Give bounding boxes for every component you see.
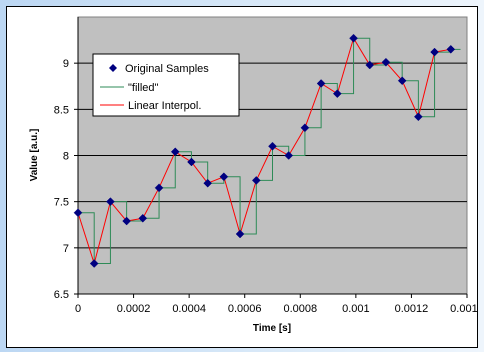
legend-marker-original-samples — [109, 64, 117, 72]
sample-marker — [332, 89, 342, 98]
sample-marker — [203, 178, 213, 188]
x-tick-label: 0.001 — [342, 303, 370, 315]
y-tick-label: 8 — [63, 151, 69, 163]
y-tick-label: 7.5 — [54, 197, 69, 209]
legend-label-filled: "filled" — [128, 82, 159, 94]
sample-marker — [268, 141, 277, 151]
sample-marker — [446, 44, 456, 54]
legend: Original Samples "filled" Linear Interpo… — [92, 53, 240, 117]
y-tick-label: 6.5 — [54, 289, 69, 301]
legend-box — [92, 53, 240, 117]
sample-marker — [300, 123, 310, 133]
x-tick-label: 0 — [75, 303, 81, 315]
sample-marker — [381, 57, 391, 67]
sample-marker — [187, 157, 196, 167]
sample-marker — [414, 112, 423, 122]
legend-label-linear-interpol: Linear Interpol. — [128, 100, 201, 112]
x-tick-label: 0.0002 — [117, 303, 151, 315]
y-tick-label: 9 — [63, 58, 69, 70]
sample-marker — [235, 229, 245, 239]
x-tick-label: 0.0008 — [283, 303, 317, 315]
chart-frame: 6.5 7 7.5 8 8.5 9 0 0.0002 0.0004 0.0006 0.0008 0.… — [6, 6, 478, 348]
sample-marker — [122, 216, 131, 226]
sample-marker — [219, 172, 229, 182]
x-axis-title: Time [s] — [253, 323, 291, 334]
x-tick-labels: 0 0.0002 0.0004 0.0006 0.0008 0.001 0.0012 0.00… — [75, 303, 477, 315]
sample-marker — [316, 79, 326, 88]
y-tick-label: 7 — [63, 243, 69, 255]
y-tick-labels: 6.5 7 7.5 8 8.5 9 — [54, 58, 69, 301]
sample-marker — [106, 197, 115, 207]
sample-marker — [170, 147, 180, 157]
chart-svg: 6.5 7 7.5 8 8.5 9 0 0.0002 0.0004 0.0006 0.0008 0.… — [29, 16, 477, 334]
x-tick-label: 0.0004 — [172, 303, 206, 315]
sample-markers — [73, 33, 456, 268]
sample-marker — [73, 208, 83, 218]
sample-marker — [251, 176, 261, 185]
sample-marker — [349, 33, 358, 43]
y-axis-title: Value [a.u.] — [29, 129, 40, 182]
x-tick-label: 0.0012 — [395, 303, 429, 315]
sample-marker — [154, 183, 164, 193]
sample-marker — [365, 60, 375, 70]
sample-marker — [284, 151, 294, 160]
sample-marker — [397, 76, 407, 86]
y-tick-label: 8.5 — [54, 104, 69, 116]
x-tick-label: 0.0014 — [450, 303, 477, 315]
sample-marker — [89, 259, 99, 268]
sample-marker — [138, 213, 148, 223]
x-tick-label: 0.0006 — [228, 303, 262, 315]
sample-marker — [430, 47, 439, 57]
legend-label-original-samples: Original Samples — [125, 63, 209, 75]
